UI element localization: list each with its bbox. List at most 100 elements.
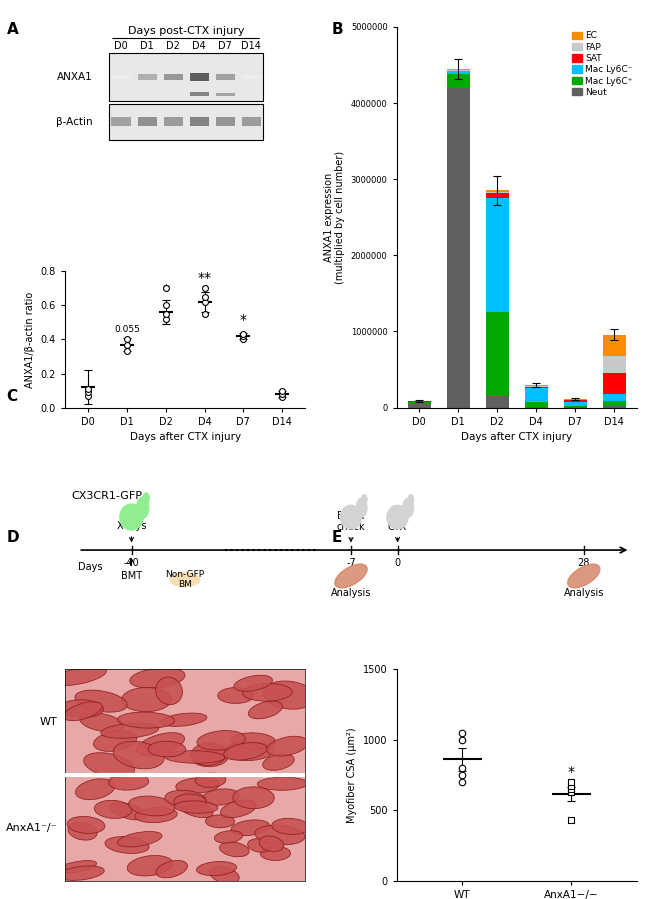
Ellipse shape <box>387 505 408 529</box>
Text: Analysis: Analysis <box>564 588 604 598</box>
Bar <box>164 74 183 80</box>
Ellipse shape <box>224 743 267 760</box>
Ellipse shape <box>260 846 291 860</box>
Ellipse shape <box>196 773 226 788</box>
Point <box>122 344 132 359</box>
Text: Non-GFP
BM: Non-GFP BM <box>165 570 204 589</box>
Point <box>238 329 248 343</box>
Ellipse shape <box>80 713 124 732</box>
Bar <box>447 88 470 407</box>
Bar <box>111 75 131 79</box>
Ellipse shape <box>263 754 294 770</box>
Text: CTX: CTX <box>388 522 407 541</box>
Bar <box>486 396 509 407</box>
Bar <box>486 193 509 199</box>
Ellipse shape <box>197 731 245 750</box>
Bar <box>564 403 587 405</box>
Point <box>457 775 467 789</box>
Bar <box>190 73 209 81</box>
Text: β-Actin: β-Actin <box>57 117 93 127</box>
Bar <box>603 394 626 401</box>
Bar <box>525 402 548 407</box>
Bar <box>109 104 263 139</box>
Ellipse shape <box>60 699 103 717</box>
Ellipse shape <box>161 713 207 726</box>
Ellipse shape <box>165 790 206 807</box>
Bar <box>109 53 263 102</box>
Point <box>200 289 210 304</box>
Point <box>566 813 577 827</box>
Ellipse shape <box>58 866 104 880</box>
Point <box>83 382 94 396</box>
Bar <box>564 400 587 403</box>
Ellipse shape <box>156 860 187 877</box>
Circle shape <box>361 494 367 504</box>
Bar <box>603 356 626 372</box>
Point <box>566 785 577 799</box>
Bar <box>486 199 509 313</box>
Ellipse shape <box>118 712 175 728</box>
Ellipse shape <box>218 688 254 703</box>
Ellipse shape <box>192 748 228 767</box>
Text: B: B <box>332 22 343 38</box>
Ellipse shape <box>263 681 315 709</box>
Ellipse shape <box>266 736 308 756</box>
Point <box>161 307 171 321</box>
Bar <box>603 406 626 407</box>
Ellipse shape <box>52 667 107 686</box>
Text: D: D <box>6 530 19 546</box>
Bar <box>164 118 183 127</box>
Bar <box>190 92 209 96</box>
Point <box>277 387 287 401</box>
Circle shape <box>408 494 413 504</box>
Ellipse shape <box>118 832 162 847</box>
Circle shape <box>403 498 413 517</box>
Point <box>161 298 171 313</box>
Text: X-rays: X-rays <box>116 521 147 541</box>
Point <box>200 281 210 296</box>
Point <box>566 775 577 789</box>
Ellipse shape <box>214 831 242 843</box>
Text: BMT: BMT <box>121 559 142 582</box>
Bar <box>603 334 626 356</box>
Ellipse shape <box>135 807 177 823</box>
Text: *: * <box>240 314 247 327</box>
Ellipse shape <box>94 800 132 818</box>
Ellipse shape <box>196 861 237 876</box>
Bar <box>603 401 626 406</box>
Bar <box>242 118 261 127</box>
Ellipse shape <box>164 751 225 763</box>
Ellipse shape <box>105 837 149 853</box>
Bar <box>486 313 509 396</box>
Text: E: E <box>332 530 342 546</box>
Text: Days post-CTX injury: Days post-CTX injury <box>128 26 244 36</box>
Ellipse shape <box>220 800 256 817</box>
Bar <box>408 404 431 407</box>
Point <box>200 307 210 321</box>
Bar <box>138 74 157 80</box>
Point <box>83 388 94 403</box>
Bar <box>525 387 548 388</box>
Bar <box>216 118 235 127</box>
Ellipse shape <box>233 787 274 808</box>
Ellipse shape <box>156 677 183 705</box>
Bar <box>111 118 131 127</box>
Ellipse shape <box>75 779 115 799</box>
X-axis label: Days after CTX injury: Days after CTX injury <box>129 432 240 442</box>
Bar <box>564 405 587 407</box>
Text: D14: D14 <box>241 41 261 51</box>
Ellipse shape <box>220 842 249 857</box>
Text: D0: D0 <box>114 41 128 51</box>
Text: WT: WT <box>40 717 58 727</box>
Point <box>457 725 467 740</box>
Ellipse shape <box>84 752 135 778</box>
Point <box>238 327 248 342</box>
Ellipse shape <box>67 816 105 833</box>
Point <box>122 337 132 352</box>
Ellipse shape <box>231 733 276 749</box>
Y-axis label: ANXA1 expression
(multiplied by cell number): ANXA1 expression (multiplied by cell num… <box>324 151 345 284</box>
Circle shape <box>137 497 149 518</box>
Ellipse shape <box>272 818 309 834</box>
Text: **: ** <box>198 271 211 285</box>
X-axis label: Days after CTX injury: Days after CTX injury <box>462 432 573 442</box>
